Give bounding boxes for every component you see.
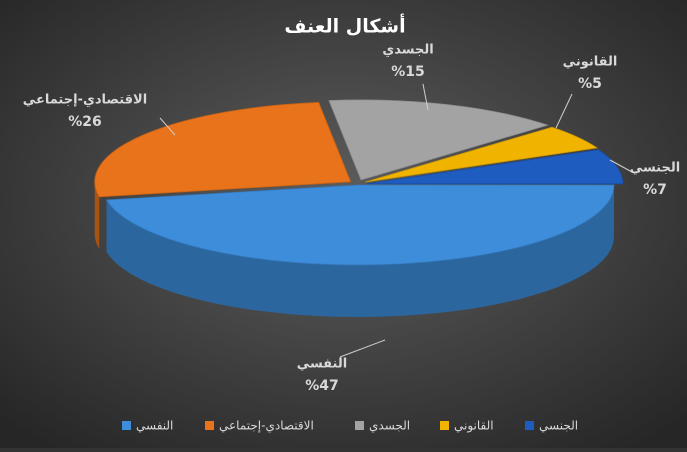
data-label-name: الجنسي [630, 161, 680, 176]
legend-label: النفسي [136, 419, 173, 433]
leader-line [339, 339, 386, 358]
data-label-value: %26 [68, 114, 102, 130]
legend-swatch [122, 421, 131, 430]
slice [105, 184, 615, 266]
slice [365, 126, 599, 183]
leader-line [609, 159, 633, 173]
legend-label: الاقتصادي-إجتماعي [219, 419, 314, 433]
slice-side [106, 185, 615, 317]
data-label-name: الجسدي [382, 43, 433, 58]
data-label-name: القانوني [563, 55, 618, 70]
legend-swatch [205, 421, 214, 430]
leader-line [555, 93, 573, 129]
legend-swatch [355, 421, 364, 430]
data-label-value: %47 [305, 378, 339, 394]
slice [328, 99, 550, 181]
data-label-name: الاقتصادي-إجتماعي [23, 93, 147, 108]
chart-title: أشكال العنف [284, 14, 405, 38]
slice [94, 102, 352, 198]
legend-label: الجسدي [369, 419, 410, 433]
data-label-name: النفسي [297, 357, 347, 372]
slice [366, 149, 624, 185]
legend-label: القانوني [454, 419, 494, 434]
legend-swatch [440, 421, 449, 430]
data-label-value: %7 [643, 182, 667, 198]
legend-swatch [525, 421, 534, 430]
legend-label: الجنسي [539, 419, 578, 433]
data-label-value: %5 [578, 76, 602, 92]
leader-line [159, 117, 176, 136]
slice-side [94, 181, 100, 249]
leader-line [422, 83, 429, 111]
data-label-value: %15 [391, 64, 425, 80]
